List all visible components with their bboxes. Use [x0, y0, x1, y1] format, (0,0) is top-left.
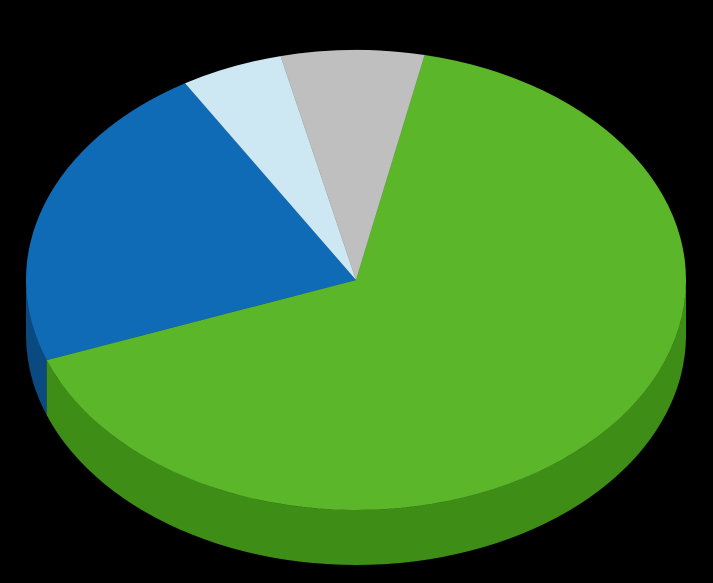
pie-chart-3d [0, 0, 713, 583]
